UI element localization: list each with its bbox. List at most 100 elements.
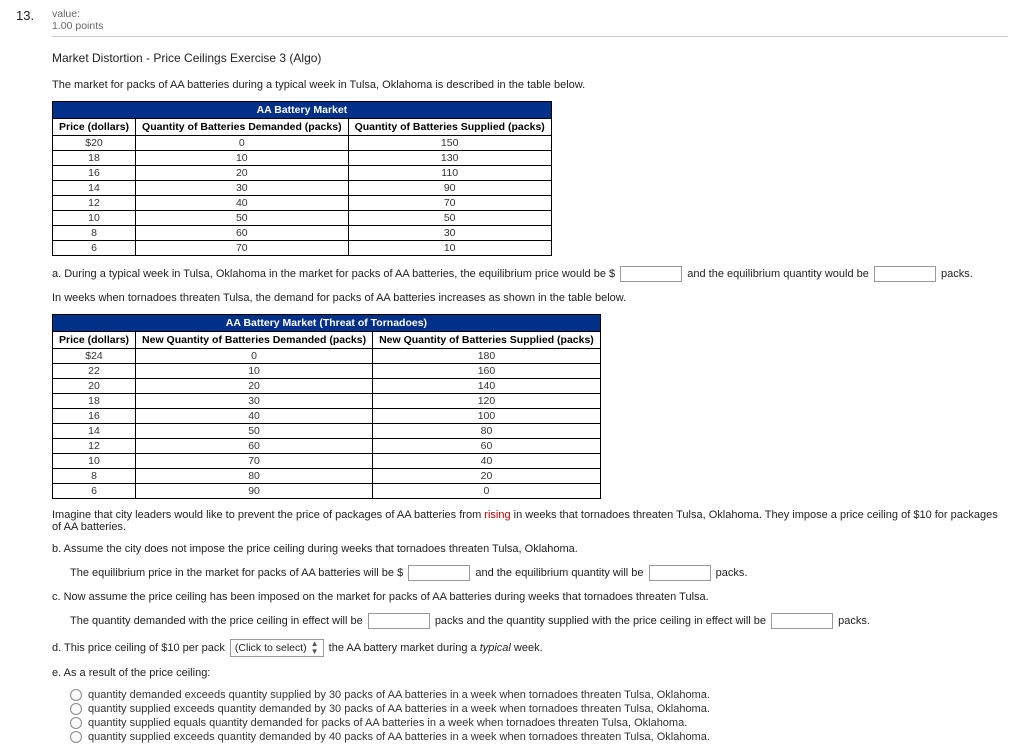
d-select-label: (Click to select) [235, 642, 307, 654]
table-cell: 20 [136, 166, 349, 181]
table-cell: 8 [53, 469, 136, 484]
part-a-post: packs. [941, 268, 973, 280]
exercise-title: Market Distortion - Price Ceilings Exerc… [52, 51, 1008, 65]
table-cell: 70 [136, 454, 373, 469]
table-cell: 60 [136, 226, 349, 241]
part-b-sub: The equilibrium price in the market for … [70, 565, 1008, 581]
table-cell: 40 [136, 196, 349, 211]
table-cell: 0 [373, 484, 601, 499]
table-row: $200150 [53, 136, 552, 151]
table-cell: 20 [53, 379, 136, 394]
table-cell: 10 [136, 151, 349, 166]
battery-market-table: AA Battery Market Price (dollars) Quanti… [52, 101, 552, 256]
imagine-text: Imagine that city leaders would like to … [52, 509, 1008, 533]
table-cell: 130 [348, 151, 551, 166]
table-cell: 14 [53, 181, 136, 196]
typical-word: typical [480, 642, 511, 654]
table-row: 107040 [53, 454, 601, 469]
table-cell: 90 [136, 484, 373, 499]
question-number: 13. [16, 8, 46, 23]
part-c-sub: The quantity demanded with the price cei… [70, 613, 1008, 629]
table2-col-supplied: New Quantity of Batteries Supplied (pack… [373, 332, 601, 349]
imagine-pre: Imagine that city leaders would like to … [52, 509, 484, 521]
table2-header: AA Battery Market (Threat of Tornadoes) [53, 315, 601, 332]
part-a: a. During a typical week in Tulsa, Oklah… [52, 266, 1008, 282]
table-cell: 18 [53, 394, 136, 409]
value-label: value: [52, 8, 1008, 20]
table-cell: 150 [348, 136, 551, 151]
table-row: 1810130 [53, 151, 552, 166]
table-cell: 0 [136, 349, 373, 364]
table-cell: 80 [373, 424, 601, 439]
radio-option[interactable]: quantity demanded exceeds quantity suppl… [70, 689, 1008, 701]
table-cell: 14 [53, 424, 136, 439]
table-cell: 16 [53, 166, 136, 181]
threat-intro: In weeks when tornadoes threaten Tulsa, … [52, 292, 1008, 304]
table-cell: 60 [373, 439, 601, 454]
table-row: 1640100 [53, 409, 601, 424]
radio-option[interactable]: quantity supplied exceeds quantity deman… [70, 731, 1008, 743]
b-qty-input[interactable] [649, 565, 711, 581]
table-cell: 50 [136, 211, 349, 226]
threat-market-table: AA Battery Market (Threat of Tornadoes) … [52, 314, 601, 499]
table-cell: 90 [348, 181, 551, 196]
radio-option[interactable]: quantity supplied equals quantity demand… [70, 717, 1008, 729]
table-cell: 6 [53, 484, 136, 499]
radio-option[interactable]: quantity supplied exceeds quantity deman… [70, 703, 1008, 715]
table-cell: 20 [136, 379, 373, 394]
table-cell: 6 [53, 241, 136, 256]
table-row: 67010 [53, 241, 552, 256]
part-e-options: quantity demanded exceeds quantity suppl… [70, 689, 1008, 743]
part-b: b. Assume the city does not impose the p… [52, 543, 1008, 555]
radio-icon [70, 731, 82, 743]
table-row: 105050 [53, 211, 552, 226]
table-row: 2210160 [53, 364, 601, 379]
c-supply-input[interactable] [771, 613, 833, 629]
part-e: e. As a result of the price ceiling: [52, 667, 1008, 679]
table-cell: 10 [136, 364, 373, 379]
table1-header: AA Battery Market [53, 102, 552, 119]
radio-icon [70, 717, 82, 729]
table-cell: 140 [373, 379, 601, 394]
table-cell: 70 [348, 196, 551, 211]
table1-col-supplied: Quantity of Batteries Supplied (packs) [348, 119, 551, 136]
table-cell: 30 [136, 181, 349, 196]
table-row: 126060 [53, 439, 601, 454]
table-row: 86030 [53, 226, 552, 241]
c-demand-input[interactable] [368, 613, 430, 629]
table-cell: 50 [348, 211, 551, 226]
table-cell: 70 [136, 241, 349, 256]
table1-col-price: Price (dollars) [53, 119, 136, 136]
part-c-mid: packs and the quantity supplied with the… [435, 615, 769, 627]
radio-label: quantity demanded exceeds quantity suppl… [88, 689, 710, 701]
part-a-pre: a. During a typical week in Tulsa, Oklah… [52, 268, 615, 280]
table-cell: 10 [348, 241, 551, 256]
table-row: 124070 [53, 196, 552, 211]
part-b-post: packs. [716, 567, 748, 579]
table-cell: 10 [53, 454, 136, 469]
part-c-post: packs. [838, 615, 870, 627]
divider [52, 36, 1008, 37]
table-cell: 160 [373, 364, 601, 379]
radio-label: quantity supplied exceeds quantity deman… [88, 731, 710, 743]
equilibrium-qty-input[interactable] [874, 266, 936, 282]
part-b-mid: and the equilibrium quantity will be [475, 567, 646, 579]
table-row: 145080 [53, 424, 601, 439]
table-cell: 50 [136, 424, 373, 439]
rising-word: rising [484, 509, 510, 521]
table-cell: 12 [53, 439, 136, 454]
table-cell: 100 [373, 409, 601, 424]
part-d-pre: d. This price ceiling of $10 per pack [52, 642, 228, 654]
equilibrium-price-input[interactable] [620, 266, 682, 282]
table-cell: 40 [373, 454, 601, 469]
table-cell: 40 [136, 409, 373, 424]
radio-label: quantity supplied equals quantity demand… [88, 717, 687, 729]
table-row: 1620110 [53, 166, 552, 181]
table-cell: 30 [136, 394, 373, 409]
d-select[interactable]: (Click to select)▲▼ [230, 639, 324, 657]
table-row: 1830120 [53, 394, 601, 409]
part-c: c. Now assume the price ceiling has been… [52, 591, 1008, 603]
table-cell: 12 [53, 196, 136, 211]
table-row: 6900 [53, 484, 601, 499]
b-price-input[interactable] [408, 565, 470, 581]
